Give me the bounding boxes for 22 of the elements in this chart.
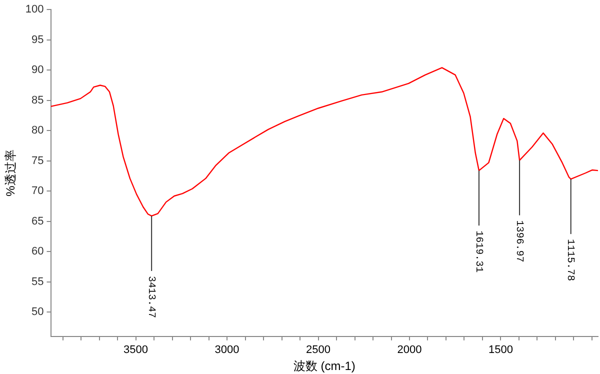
y-tick-label: 70: [32, 185, 44, 198]
annotation: 1396.97: [512, 220, 524, 262]
annotation: 1115.78: [564, 239, 576, 282]
x-tick-label: 3000: [214, 344, 240, 356]
y-tick-label: 50: [32, 306, 44, 318]
x-tick-label: 3500: [124, 344, 148, 356]
y-tick-label: 85: [32, 94, 44, 106]
y-tick-label: 90: [32, 64, 44, 76]
x-tick-label: 1500: [488, 344, 513, 356]
annotation: 1619.31: [472, 230, 484, 273]
y-tick-label: 65: [32, 215, 44, 228]
x-tick-label: 2500: [306, 344, 331, 356]
y-tick-label: 55: [32, 276, 44, 288]
y-tick-label: 95: [32, 34, 44, 46]
y-tick-label: 60: [32, 246, 44, 258]
annotation: 3413.47: [144, 276, 156, 318]
y-tick-label: 80: [32, 124, 44, 137]
y-tick-label: 100: [25, 4, 44, 16]
x-tick-label: 2000: [397, 344, 422, 356]
x-axis-title: 波数 (cm-1): [293, 359, 356, 374]
y-tick-label: 75: [32, 154, 44, 167]
y-axis-title: %透过率: [4, 150, 18, 196]
